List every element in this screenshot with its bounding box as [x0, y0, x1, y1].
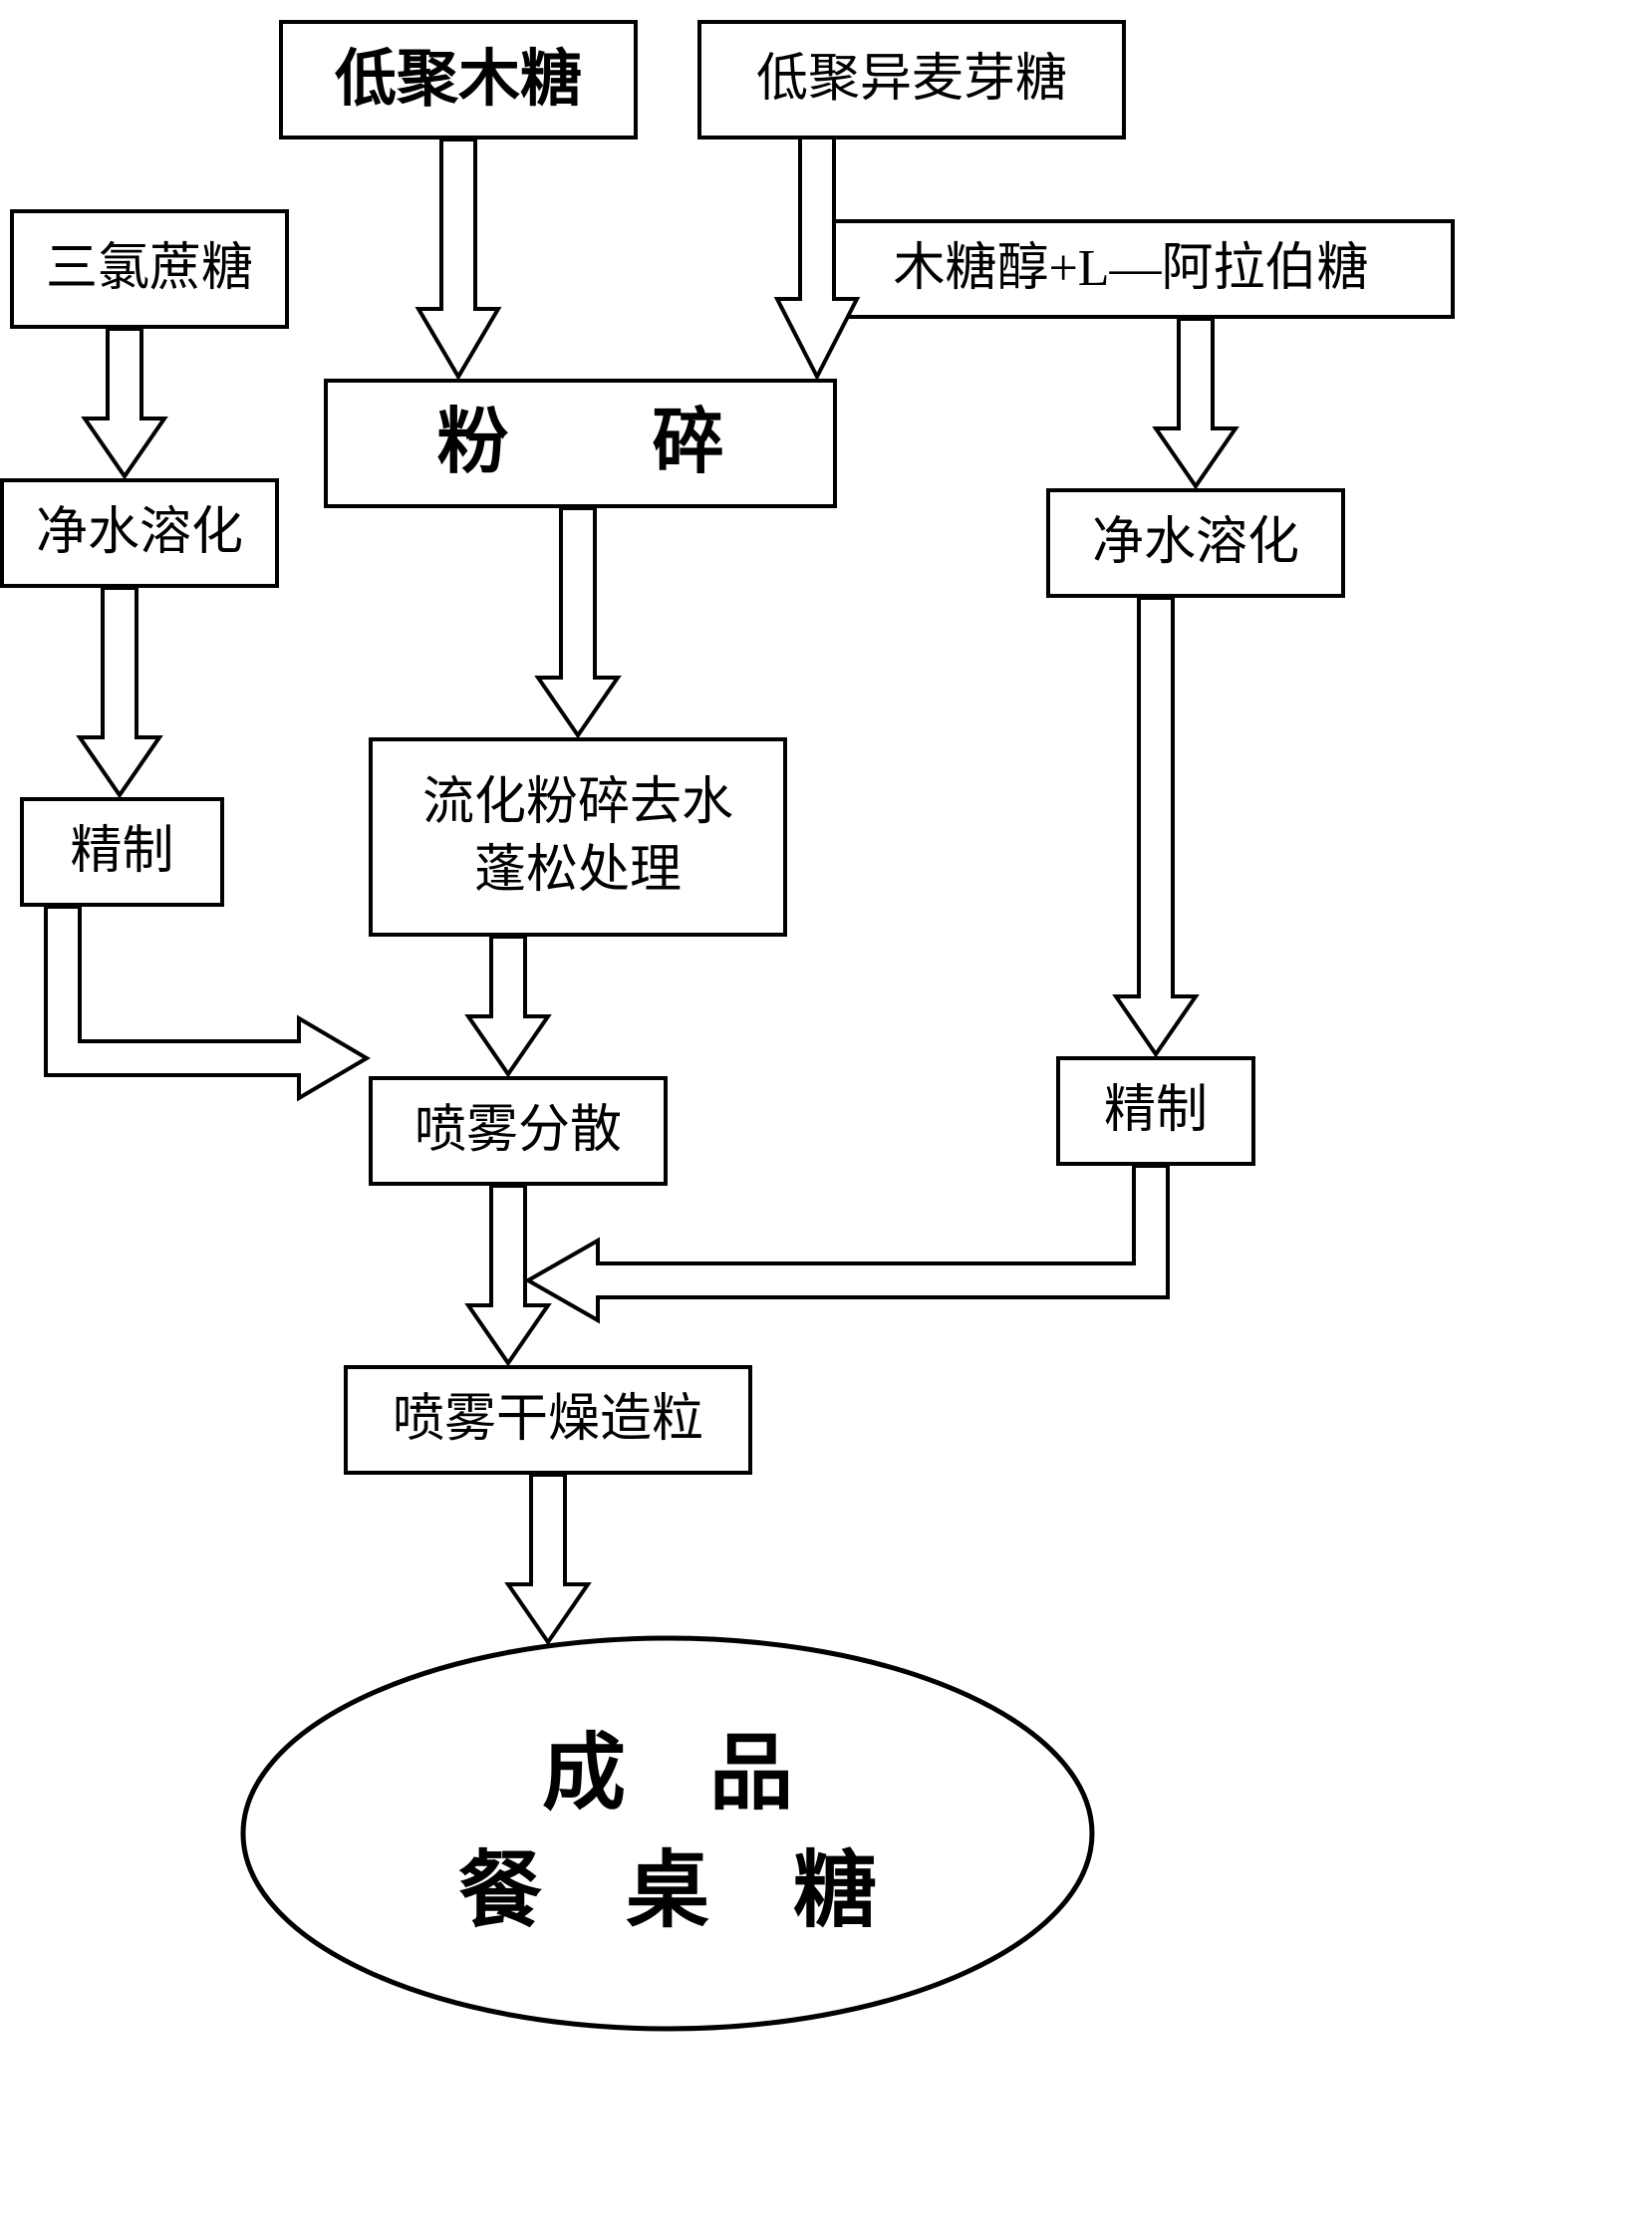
- node-dissolve-left: 净水溶化: [0, 478, 279, 588]
- node-label: 喷雾干燥造粒: [393, 1386, 703, 1454]
- node-label: 净水溶化: [1092, 509, 1299, 577]
- arrow-refineR-merge: [528, 1166, 1168, 1320]
- arrow-dissolveL-refineL: [80, 588, 159, 795]
- arrow-xylitol-dissolveR: [1156, 319, 1236, 486]
- node-label: 三氯蔗糖: [46, 235, 253, 303]
- arrow-xylo-crush: [418, 140, 498, 377]
- node-xylitol: 木糖醇+L—阿拉伯糖: [807, 219, 1455, 319]
- node-refine-left: 精制: [20, 797, 224, 907]
- node-label: 粉 碎: [436, 397, 723, 490]
- node-drygran: 喷雾干燥造粒: [344, 1365, 752, 1475]
- node-sucralose: 三氯蔗糖: [10, 209, 289, 329]
- arrow-crush-fluid: [538, 508, 618, 735]
- node-label: 木糖醇+L—阿拉伯糖: [893, 235, 1368, 303]
- node-label: 精制: [1104, 1077, 1208, 1145]
- node-label: 成 品 餐 桌 糖: [458, 1716, 877, 1950]
- node-fluid: 流化粉碎去水 蓬松处理: [369, 737, 787, 937]
- node-dissolve-right: 净水溶化: [1046, 488, 1345, 598]
- arrow-spray-drygran: [468, 1186, 548, 1363]
- flowchart-canvas: 低聚木糖 低聚异麦芽糖 三氯蔗糖 木糖醇+L—阿拉伯糖 粉 碎 净水溶化 净水溶…: [0, 0, 1652, 2238]
- node-label: 净水溶化: [36, 499, 243, 567]
- node-label: 喷雾分散: [414, 1097, 622, 1165]
- node-isomalto: 低聚异麦芽糖: [697, 20, 1126, 140]
- node-crush: 粉 碎: [324, 379, 837, 508]
- node-label: 流化粉碎去水 蓬松处理: [422, 769, 733, 904]
- arrow-drygran-final: [508, 1475, 588, 1642]
- arrow-sucralose-dissolveL: [85, 329, 164, 476]
- node-final: 成 品 餐 桌 糖: [239, 1634, 1096, 2033]
- node-refine-right: 精制: [1056, 1056, 1255, 1166]
- arrow-dissolveR-refineR: [1116, 598, 1196, 1054]
- node-label: 低聚木糖: [335, 40, 582, 121]
- arrow-refineL-spray: [46, 907, 367, 1098]
- node-xylo: 低聚木糖: [279, 20, 638, 140]
- arrow-fluid-spray: [468, 937, 548, 1074]
- node-label: 精制: [70, 818, 173, 886]
- node-spray: 喷雾分散: [369, 1076, 668, 1186]
- node-label: 低聚异麦芽糖: [756, 46, 1067, 114]
